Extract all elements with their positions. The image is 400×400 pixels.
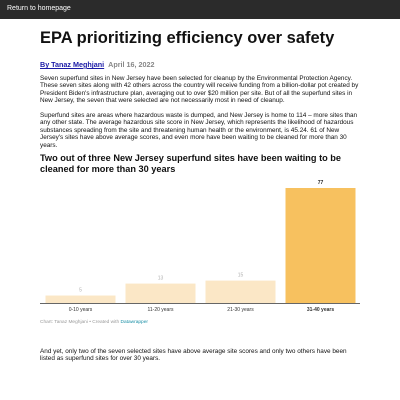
- category-label: 21-30 years: [227, 307, 254, 313]
- chart-credit-text: Chart: Tanaz Meghjani • Created with: [40, 320, 121, 325]
- bar-31-40-years: [285, 188, 356, 303]
- category-label: 0-10 years: [69, 307, 93, 313]
- article-paragraph-1: Seven superfund sites in New Jersey have…: [40, 75, 359, 105]
- article-title: EPA prioritizing efficiency over safety: [40, 29, 335, 47]
- datawrapper-link[interactable]: Datawrapper: [120, 320, 148, 325]
- bar-chart: 5 0-10 years 13 11-20 years 15 21-30 years 77 3…: [40, 180, 360, 313]
- bar-value-label: 15: [238, 273, 244, 279]
- category-label: 31-40 years: [307, 307, 334, 313]
- article-paragraph-2: Superfund sites are areas where hazardou…: [40, 112, 358, 149]
- bar-value-label: 77: [318, 180, 324, 186]
- top-navigation-bar: Return to homepage: [0, 0, 400, 19]
- bar-value-label: 5: [79, 288, 82, 294]
- bar-21-30-years: [205, 280, 276, 303]
- bar-0-10-years: [45, 295, 116, 303]
- return-to-homepage-link[interactable]: Return to homepage: [7, 5, 71, 12]
- byline: By Tanaz Meghjani April 16, 2022: [40, 60, 155, 69]
- chart-credit: Chart: Tanaz Meghjani • Created with Dat…: [40, 320, 148, 325]
- author-link[interactable]: By Tanaz Meghjani: [40, 60, 105, 69]
- bar-value-label: 13: [158, 276, 164, 282]
- category-label: 11-20 years: [147, 307, 174, 313]
- publish-date: April 16, 2022: [108, 60, 155, 69]
- bar-11-20-years: [125, 283, 196, 303]
- article-paragraph-3: And yet, only two of the seven selected …: [40, 348, 347, 363]
- chart-heading: Two out of three New Jersey superfund si…: [40, 153, 342, 174]
